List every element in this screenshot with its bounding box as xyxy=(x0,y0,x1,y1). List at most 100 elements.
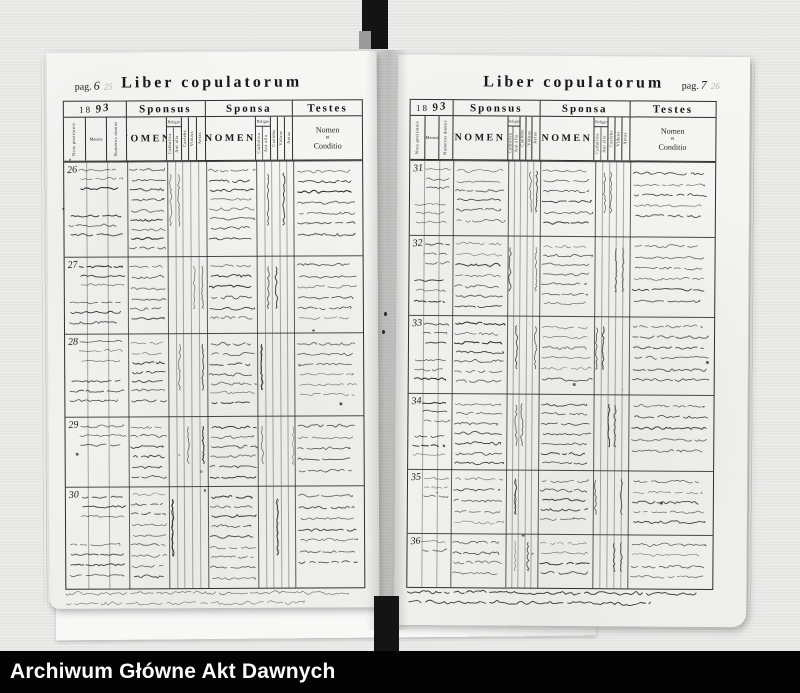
column-numerus-domus: Numerus domus xyxy=(106,117,127,161)
column-nrus-positionis: Nrus positionis xyxy=(410,115,426,159)
year-printed: 18 xyxy=(79,104,93,115)
handwriting-scribble xyxy=(538,541,590,575)
handwriting-scribble xyxy=(130,337,167,403)
column-numerus-domus: Numerus domus xyxy=(439,116,454,160)
handwriting-scribble xyxy=(630,542,708,579)
handwriting-scribble xyxy=(201,426,205,465)
column-aut-alia: Aut alia xyxy=(174,134,180,153)
handwriting-scribble xyxy=(630,479,708,528)
ink-speck xyxy=(705,360,709,365)
handwriting-scribble xyxy=(423,476,449,498)
year-printed: 18 xyxy=(415,102,430,113)
table-header-groups: 18 93 Sponsus Sponsa Testes xyxy=(63,100,362,118)
ink-speck xyxy=(203,489,207,492)
book-strap-bottom xyxy=(374,596,399,652)
entry-number: 33 xyxy=(411,317,423,330)
column-aetas: Aetas xyxy=(532,132,538,145)
column-header-testes: Testes xyxy=(652,103,694,116)
handwriting-scribble xyxy=(613,404,617,448)
handwriting-scribble xyxy=(69,542,125,578)
handwriting-scribble xyxy=(207,168,255,241)
handwriting-scribble xyxy=(540,402,591,465)
handwriting-scribble xyxy=(413,358,448,381)
column-aetas: Aetas xyxy=(197,132,203,145)
binding-stitch xyxy=(384,312,387,316)
column-testes-nomen-conditio: Nomen et Conditio xyxy=(313,125,342,151)
entry-number: 35 xyxy=(410,471,422,484)
ink-speck xyxy=(659,501,663,505)
handwriting-scribble xyxy=(614,247,618,293)
column-header-sponsa: Sponsa xyxy=(540,100,631,117)
handwriting-scribble xyxy=(454,168,505,231)
ink-speck xyxy=(199,470,203,473)
handwriting-scribble xyxy=(453,321,504,389)
handwriting-scribble xyxy=(413,276,448,303)
year-handwritten: 93 xyxy=(94,101,112,116)
entry-number: 34 xyxy=(411,395,422,408)
column-aetas: Aetas xyxy=(622,132,628,146)
handwriting-scribble xyxy=(129,260,166,321)
column-aut-alia: Aut alia xyxy=(601,134,607,153)
handwriting-scribble xyxy=(78,165,125,199)
table-header-subcolumns: Nrus positionis Mensis Numerus domus NOM… xyxy=(410,115,716,162)
year-cell: 18 93 xyxy=(410,99,454,116)
handwriting-scribble xyxy=(454,239,506,311)
column-nomen-sponsus: NOMEN xyxy=(452,116,509,160)
handwriting-scribble xyxy=(414,202,447,223)
column-nomen-sponsus: NOMEN xyxy=(126,117,167,161)
year-cell: 18 93 xyxy=(63,101,127,117)
entry-number: 36 xyxy=(410,535,422,548)
ink-speck xyxy=(307,222,310,225)
handwriting-scribble xyxy=(177,174,181,227)
archive-name: Archiwum Główne Akt Dawnych xyxy=(10,660,336,683)
register-page-right: pag. 7 26 Liber copulatorum 18 93 Sponsus … xyxy=(394,54,750,628)
register-entry: 32 xyxy=(409,234,715,317)
register-entry: 36 xyxy=(407,532,713,589)
handwriting-scribble xyxy=(209,341,256,411)
handwriting-scribble xyxy=(171,499,175,557)
ink-speck xyxy=(62,207,65,210)
handwriting-scribble xyxy=(78,265,126,287)
handwriting-scribble xyxy=(452,537,503,583)
handwriting-scribble xyxy=(208,264,255,328)
register-entry: 26 xyxy=(64,160,363,257)
handwriting-scribble xyxy=(298,493,359,564)
register-table-right: 18 93 Sponsus Sponsa Testes Nrus positio… xyxy=(406,98,717,590)
register-entry: 33 xyxy=(408,314,715,395)
handwriting-scribble xyxy=(297,169,358,237)
entry-number: 32 xyxy=(412,237,424,250)
sponsa-detail-columns: Religio Catholica Aut alia Caelebs Viduu… xyxy=(256,116,294,160)
binding-stitch xyxy=(382,330,385,334)
handwriting-scribble xyxy=(632,166,710,219)
sponsus-detail-columns: Religio Catholica Aut alia Caelebs Viduu… xyxy=(507,116,541,160)
column-religio: Religio Catholica Aut alia xyxy=(166,117,182,161)
handwriting-scribble xyxy=(80,495,127,518)
column-religio: Religio Catholica Aut alia xyxy=(594,117,609,161)
column-header-sponsus: Sponsus xyxy=(126,101,206,117)
archive-footer-bar: Archiwum Główne Akt Dawnych xyxy=(0,651,800,693)
column-testes-nomen-conditio: Nomen et Conditio xyxy=(658,126,687,152)
handwriting-scribble xyxy=(613,543,616,573)
sponsa-detail-columns: Religio Catholica Aut alia Caelebs Viduu… xyxy=(594,117,631,161)
register-table-left: 18 93 Sponsus Sponsa Testes Nrus positio… xyxy=(62,99,366,590)
column-mensis: Mensis xyxy=(425,115,440,160)
column-nomen-sponsa: NOMEN xyxy=(539,116,596,161)
entry-number: 31 xyxy=(412,162,424,175)
handwriting-scribble xyxy=(209,425,258,480)
handwriting-scribble xyxy=(421,539,447,553)
handwriting-scribble xyxy=(79,424,127,448)
column-nomen-sponsa: NOMEN xyxy=(205,116,257,161)
table-body: 26 27 28 29 30 xyxy=(64,160,365,589)
handwriting-scribble xyxy=(298,420,359,476)
column-header-testes: Testes xyxy=(307,101,348,115)
sponsus-detail-columns: Religio Catholica Aut alia Caelebs Viduu… xyxy=(166,117,206,161)
register-entry: 34 xyxy=(408,392,714,471)
handwriting-scribble xyxy=(452,477,503,525)
handwriting-scribble xyxy=(201,266,205,310)
handwriting-scribble xyxy=(631,324,709,382)
book-title: Liber copulatorum xyxy=(483,73,665,92)
handwriting-scribble xyxy=(79,340,126,363)
handwriting-scribble xyxy=(128,167,166,250)
handwriting-scribble xyxy=(68,210,123,236)
book-strap-clip xyxy=(359,31,371,49)
